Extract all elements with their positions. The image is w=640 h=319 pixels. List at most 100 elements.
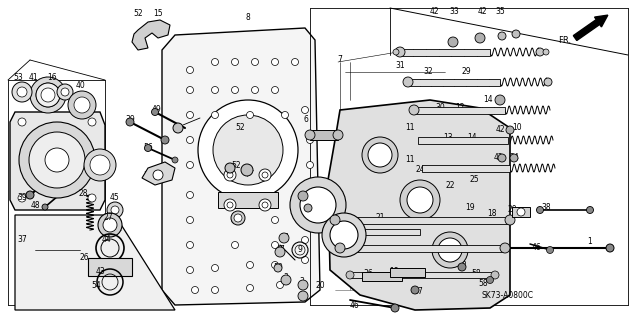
Circle shape (301, 236, 308, 243)
Circle shape (411, 286, 419, 294)
Polygon shape (408, 78, 500, 85)
Circle shape (271, 58, 278, 65)
Text: 5: 5 (310, 191, 314, 201)
Circle shape (186, 266, 193, 273)
Circle shape (84, 149, 116, 181)
Polygon shape (350, 272, 495, 278)
Text: 25: 25 (333, 227, 343, 236)
Text: 36: 36 (363, 270, 373, 278)
Circle shape (90, 155, 110, 175)
Text: 2: 2 (300, 292, 305, 300)
Text: 31: 31 (395, 61, 405, 70)
Circle shape (252, 58, 259, 65)
Circle shape (512, 30, 520, 38)
Circle shape (231, 211, 245, 225)
Text: 27: 27 (103, 213, 113, 222)
Polygon shape (132, 20, 170, 50)
Text: 11: 11 (405, 123, 415, 132)
Circle shape (36, 83, 60, 107)
Circle shape (498, 32, 506, 40)
Text: 1: 1 (588, 238, 593, 247)
Circle shape (225, 163, 235, 173)
Circle shape (186, 191, 193, 198)
Text: 58: 58 (457, 262, 467, 271)
Polygon shape (15, 215, 175, 310)
Circle shape (213, 115, 283, 185)
Circle shape (586, 206, 593, 213)
Text: 50: 50 (273, 263, 283, 272)
Circle shape (486, 277, 493, 284)
Circle shape (232, 241, 239, 249)
Circle shape (305, 130, 315, 140)
Text: 55: 55 (231, 213, 241, 222)
Text: 24: 24 (415, 166, 425, 174)
Circle shape (45, 148, 69, 172)
Circle shape (186, 66, 193, 73)
Circle shape (191, 286, 198, 293)
Text: 42: 42 (495, 125, 505, 135)
Text: 45: 45 (110, 194, 120, 203)
Circle shape (246, 262, 253, 269)
Circle shape (232, 217, 239, 224)
Circle shape (211, 112, 218, 118)
Circle shape (61, 88, 69, 96)
Text: 18: 18 (389, 268, 399, 277)
Text: 3: 3 (300, 278, 305, 286)
Circle shape (544, 78, 552, 86)
Text: 20: 20 (507, 205, 517, 214)
Text: 32: 32 (423, 68, 433, 77)
Circle shape (232, 58, 239, 65)
Circle shape (505, 215, 515, 225)
Circle shape (498, 154, 506, 162)
Circle shape (333, 130, 343, 140)
Circle shape (68, 91, 96, 119)
Circle shape (271, 217, 278, 224)
Text: 14: 14 (467, 133, 477, 143)
Text: 3: 3 (284, 273, 289, 283)
Polygon shape (335, 217, 510, 224)
Polygon shape (10, 112, 105, 210)
Text: 4: 4 (298, 191, 303, 201)
Circle shape (606, 244, 614, 252)
Circle shape (41, 88, 55, 102)
Circle shape (224, 169, 236, 181)
Circle shape (290, 177, 346, 233)
Polygon shape (414, 107, 505, 114)
Text: 18: 18 (487, 210, 497, 219)
Bar (512, 207, 530, 217)
Text: 11: 11 (405, 155, 415, 165)
Circle shape (74, 97, 90, 113)
Text: 37: 37 (17, 235, 27, 244)
Circle shape (281, 275, 291, 285)
Text: 7: 7 (337, 56, 342, 64)
Text: 38: 38 (541, 204, 551, 212)
Circle shape (368, 143, 392, 167)
Circle shape (262, 202, 268, 208)
Bar (390, 268, 425, 277)
Text: SK73-A0800C: SK73-A0800C (482, 291, 534, 300)
Circle shape (198, 100, 298, 200)
Circle shape (330, 221, 358, 249)
Text: FR.: FR. (559, 35, 572, 45)
Circle shape (271, 262, 278, 269)
Text: 54: 54 (91, 280, 101, 290)
Circle shape (282, 112, 289, 118)
Circle shape (543, 49, 549, 55)
Circle shape (152, 108, 159, 115)
Bar (310, 130, 338, 140)
Circle shape (304, 204, 312, 212)
Text: 14: 14 (483, 95, 493, 105)
Text: 23: 23 (427, 191, 437, 201)
Circle shape (211, 86, 218, 93)
Text: 12: 12 (455, 103, 465, 113)
Text: 46: 46 (531, 243, 541, 253)
Circle shape (300, 187, 336, 223)
Circle shape (291, 58, 298, 65)
Circle shape (36, 83, 60, 107)
Circle shape (391, 304, 399, 312)
Circle shape (241, 164, 253, 176)
Circle shape (506, 126, 514, 134)
Circle shape (448, 37, 458, 47)
Circle shape (510, 154, 518, 162)
Circle shape (88, 118, 96, 126)
